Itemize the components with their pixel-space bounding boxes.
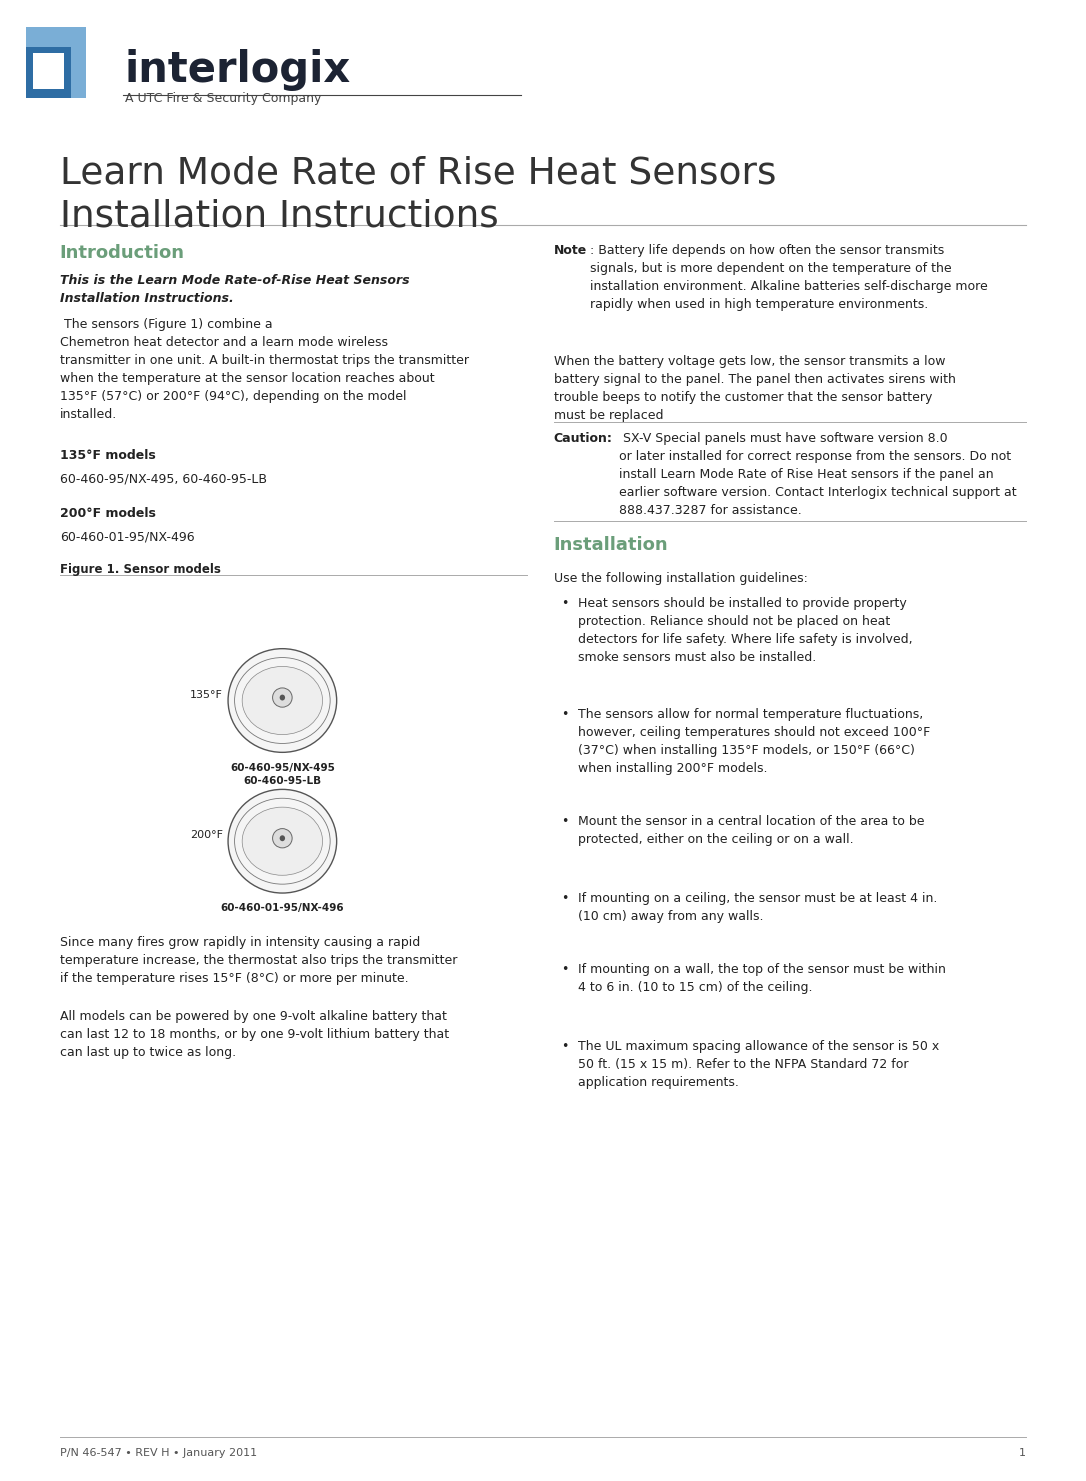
Text: This is the Learn Mode Rate-of-Rise Heat Sensors
Installation Instructions.: This is the Learn Mode Rate-of-Rise Heat… — [60, 274, 409, 305]
FancyBboxPatch shape — [46, 53, 86, 98]
Text: Heat sensors should be installed to provide property
protection. Reliance should: Heat sensors should be installed to prov… — [578, 597, 912, 663]
Text: Figure 1. Sensor models: Figure 1. Sensor models — [60, 563, 220, 576]
Text: 1: 1 — [1020, 1448, 1026, 1459]
Text: •: • — [561, 597, 568, 610]
Text: Use the following installation guidelines:: Use the following installation guideline… — [554, 572, 808, 585]
Text: The sensors allow for normal temperature fluctuations,
however, ceiling temperat: The sensors allow for normal temperature… — [578, 708, 930, 775]
Ellipse shape — [242, 666, 323, 735]
Text: If mounting on a ceiling, the sensor must be at least 4 in.
(10 cm) away from an: If mounting on a ceiling, the sensor mus… — [578, 892, 937, 923]
Text: Installation: Installation — [554, 536, 669, 554]
Text: A UTC Fire & Security Company: A UTC Fire & Security Company — [125, 92, 321, 105]
Text: •: • — [561, 892, 568, 905]
FancyBboxPatch shape — [33, 53, 64, 89]
Text: When the battery voltage gets low, the sensor transmits a low
battery signal to : When the battery voltage gets low, the s… — [554, 355, 956, 422]
Text: •: • — [561, 1040, 568, 1053]
Text: 60-460-01-95/NX-496: 60-460-01-95/NX-496 — [60, 530, 194, 544]
Text: •: • — [561, 708, 568, 721]
Text: P/N 46-547 • REV H • January 2011: P/N 46-547 • REV H • January 2011 — [60, 1448, 257, 1459]
Text: 200°F models: 200°F models — [60, 507, 155, 520]
Ellipse shape — [228, 649, 337, 752]
Text: The sensors (Figure 1) combine a
Chemetron heat detector and a learn mode wirele: The sensors (Figure 1) combine a Chemetr… — [60, 318, 469, 422]
Text: 60-460-95/NX-495, 60-460-95-LB: 60-460-95/NX-495, 60-460-95-LB — [60, 472, 267, 486]
Text: Introduction: Introduction — [60, 244, 185, 262]
Text: 135°F: 135°F — [190, 690, 223, 699]
Ellipse shape — [280, 835, 285, 841]
Text: 135°F models: 135°F models — [60, 449, 155, 462]
Text: 60-460-95/NX-495
60-460-95-LB: 60-460-95/NX-495 60-460-95-LB — [230, 763, 334, 786]
Text: SX-V Special panels must have software version 8.0
or later installed for correc: SX-V Special panels must have software v… — [619, 432, 1016, 517]
Ellipse shape — [273, 829, 292, 847]
Text: Note: Note — [554, 244, 588, 258]
Text: : Battery life depends on how often the sensor transmits
signals, but is more de: : Battery life depends on how often the … — [590, 244, 987, 311]
FancyBboxPatch shape — [26, 27, 66, 71]
Text: If mounting on a wall, the top of the sensor must be within
4 to 6 in. (10 to 15: If mounting on a wall, the top of the se… — [578, 963, 946, 994]
Text: •: • — [561, 815, 568, 828]
Text: Learn Mode Rate of Rise Heat Sensors
Installation Instructions: Learn Mode Rate of Rise Heat Sensors Ins… — [60, 156, 776, 234]
FancyBboxPatch shape — [26, 47, 71, 98]
FancyBboxPatch shape — [46, 27, 86, 71]
Text: The UL maximum spacing allowance of the sensor is 50 x
50 ft. (15 x 15 m). Refer: The UL maximum spacing allowance of the … — [578, 1040, 939, 1089]
Ellipse shape — [273, 687, 292, 706]
Ellipse shape — [228, 789, 337, 893]
Text: interlogix: interlogix — [125, 49, 351, 90]
Text: •: • — [561, 963, 568, 976]
Text: Mount the sensor in a central location of the area to be
protected, either on th: Mount the sensor in a central location o… — [578, 815, 924, 846]
Text: Since many fires grow rapidly in intensity causing a rapid
temperature increase,: Since many fires grow rapidly in intensi… — [60, 936, 457, 985]
Ellipse shape — [280, 695, 285, 701]
Text: 200°F: 200°F — [190, 831, 223, 840]
Ellipse shape — [242, 807, 323, 875]
Text: 60-460-01-95/NX-496: 60-460-01-95/NX-496 — [220, 903, 344, 914]
Text: Caution:: Caution: — [554, 432, 613, 446]
Text: All models can be powered by one 9-volt alkaline battery that
can last 12 to 18 : All models can be powered by one 9-volt … — [60, 1010, 449, 1059]
